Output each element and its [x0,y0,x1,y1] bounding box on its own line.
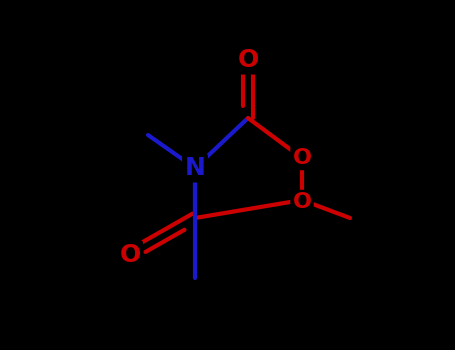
Text: O: O [293,148,312,168]
Text: N: N [185,156,206,180]
Text: O: O [119,243,141,267]
Text: O: O [238,48,258,72]
Text: O: O [293,192,312,212]
